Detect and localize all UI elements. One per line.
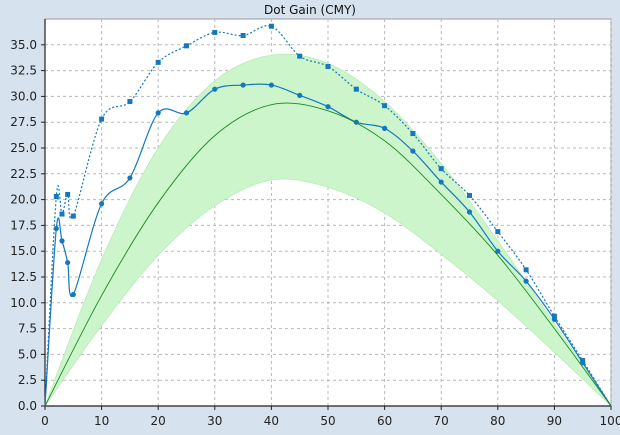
data-point-circle (297, 92, 303, 98)
data-point-circle (65, 259, 71, 266)
data-point-square (127, 99, 133, 105)
data-point-circle (325, 104, 331, 110)
data-point-square (297, 53, 303, 59)
y-tick-label: 22.5 (10, 167, 37, 181)
x-tick-label: 50 (320, 414, 335, 428)
data-point-circle (59, 238, 65, 244)
y-tick-label: 7.5 (18, 322, 37, 336)
data-point-square (212, 29, 218, 35)
data-point-circle (382, 125, 388, 131)
y-tick-label: 10.0 (10, 296, 37, 310)
data-point-square (551, 313, 557, 319)
data-point-circle (466, 209, 473, 215)
x-tick-label: 20 (151, 414, 166, 428)
data-point-circle (99, 201, 105, 207)
data-point-square (184, 43, 189, 49)
y-tick-label: 2.5 (18, 373, 37, 387)
data-point-circle (212, 86, 218, 92)
data-point-circle (70, 291, 76, 298)
data-point-square (467, 192, 472, 198)
data-point-circle (53, 225, 59, 232)
y-tick-label: 12.5 (10, 270, 37, 284)
x-tick-label: 100 (600, 414, 620, 428)
y-tick-label: 0.0 (18, 399, 37, 413)
data-point-square (495, 229, 501, 235)
data-point-square (438, 166, 444, 172)
y-tick-label: 17.5 (10, 218, 37, 232)
data-point-circle (580, 360, 586, 366)
y-tick-label: 5.0 (18, 347, 37, 361)
x-tick-label: 30 (207, 414, 222, 428)
data-point-circle (495, 248, 501, 254)
data-point-circle (438, 179, 444, 185)
data-point-square (53, 194, 59, 200)
data-point-circle (127, 175, 133, 181)
data-point-square (70, 213, 76, 219)
data-point-square (382, 103, 388, 109)
data-point-circle (183, 110, 190, 116)
data-point-square (65, 191, 71, 197)
data-point-square (523, 267, 529, 273)
x-tick-label: 0 (41, 414, 49, 428)
data-point-square (325, 63, 331, 69)
data-point-square (240, 33, 246, 39)
y-tick-label: 35.0 (10, 38, 37, 52)
data-point-square (410, 131, 416, 137)
data-point-square (268, 23, 274, 29)
series-solid-circle-markers (44, 82, 612, 407)
data-point-circle (155, 110, 161, 116)
data-point-circle (268, 82, 274, 88)
y-tick-label: 27.5 (10, 115, 37, 129)
data-point-square (353, 86, 359, 92)
y-tick-label: 20.0 (10, 193, 37, 207)
x-tick-label: 10 (94, 414, 109, 428)
y-tick-label: 15.0 (10, 244, 37, 258)
data-point-square (59, 211, 65, 217)
y-tick-label: 30.0 (10, 89, 37, 103)
y-tick-label: 32.5 (10, 64, 37, 78)
x-tick-label: 90 (547, 414, 562, 428)
data-point-square (155, 59, 161, 65)
y-tick-label: 25.0 (10, 141, 37, 155)
series-line (44, 102, 612, 407)
data-point-square (99, 116, 105, 122)
data-point-circle (240, 82, 246, 88)
x-tick-label: 40 (264, 414, 279, 428)
data-point-circle (410, 148, 416, 154)
series-reference-line (44, 102, 612, 407)
data-point-circle (523, 278, 529, 284)
x-tick-label: 60 (377, 414, 392, 428)
series-dotted-square-markers (44, 23, 612, 407)
data-point-circle (551, 316, 558, 322)
chart-title: Dot Gain (CMY) (264, 3, 356, 17)
x-tick-label: 80 (490, 414, 505, 428)
x-tick-label: 70 (434, 414, 449, 428)
tolerance-band (44, 53, 612, 407)
